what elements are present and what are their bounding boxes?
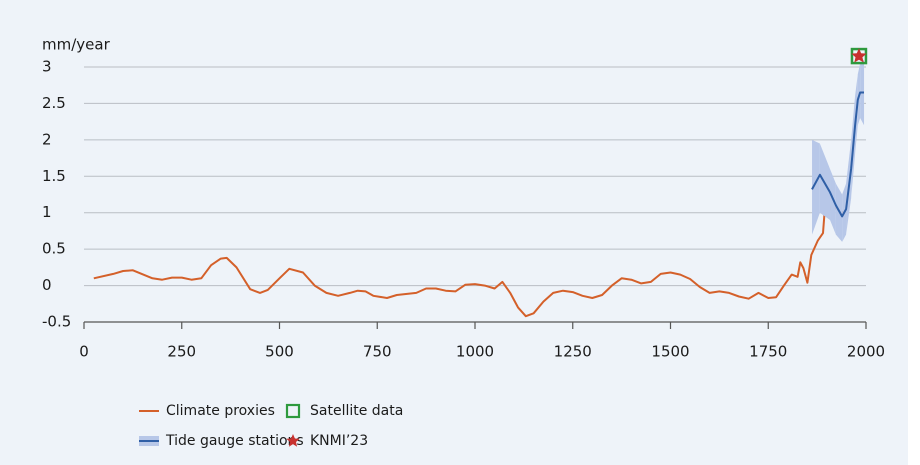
y-tick-label: 3 (42, 58, 52, 76)
y-tick-label: 0.5 (42, 240, 66, 258)
star-marker (851, 48, 867, 63)
legend-swatch (285, 403, 301, 419)
uncertainty-band (830, 169, 836, 235)
y-axis-label: mm/year (42, 36, 111, 54)
y-tick-label: 2.5 (42, 94, 66, 112)
legend-swatch (286, 434, 300, 447)
x-tick-label: 1000 (456, 343, 494, 361)
x-tick-label: 0 (79, 343, 89, 361)
y-tick-label: 0 (42, 276, 52, 294)
x-tick-label: 250 (167, 343, 196, 361)
data-line (93, 191, 847, 318)
uncertainty-band (812, 139, 820, 235)
y-tick-label: 1 (42, 203, 52, 221)
legend-label: Satellite data (310, 403, 403, 419)
data-line (811, 91, 864, 218)
legend-label: Tide gauge stations (165, 433, 304, 449)
y-tick-label: 1.5 (42, 167, 66, 185)
x-tick-label: 2000 (847, 343, 885, 361)
x-tick-label: 500 (265, 343, 294, 361)
x-tick-label: 1500 (651, 343, 689, 361)
x-tick-label: 1250 (554, 343, 592, 361)
x-tick-label: 1750 (749, 343, 787, 361)
x-tick-label: 750 (363, 343, 392, 361)
y-tick-label: -0.5 (42, 313, 71, 331)
legend-label: Climate proxies (166, 403, 275, 419)
y-tick-label: 2 (42, 130, 52, 148)
legend-label: KNMI’23 (310, 433, 368, 449)
